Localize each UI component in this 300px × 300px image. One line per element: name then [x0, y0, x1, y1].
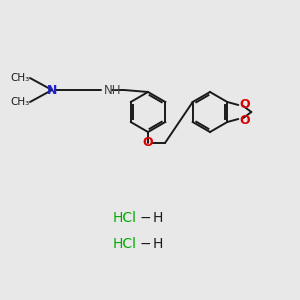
Text: HCl: HCl [113, 211, 137, 225]
Text: H: H [153, 211, 164, 225]
Text: O: O [143, 136, 153, 149]
Text: −: − [139, 237, 151, 251]
Text: HCl: HCl [113, 237, 137, 251]
Text: CH₃: CH₃ [11, 73, 30, 83]
Text: NH: NH [104, 85, 122, 98]
Text: O: O [239, 113, 250, 127]
Text: N: N [47, 83, 57, 97]
Text: H: H [153, 237, 164, 251]
Text: −: − [139, 211, 151, 225]
Text: CH₃: CH₃ [11, 97, 30, 107]
Text: O: O [239, 98, 250, 110]
